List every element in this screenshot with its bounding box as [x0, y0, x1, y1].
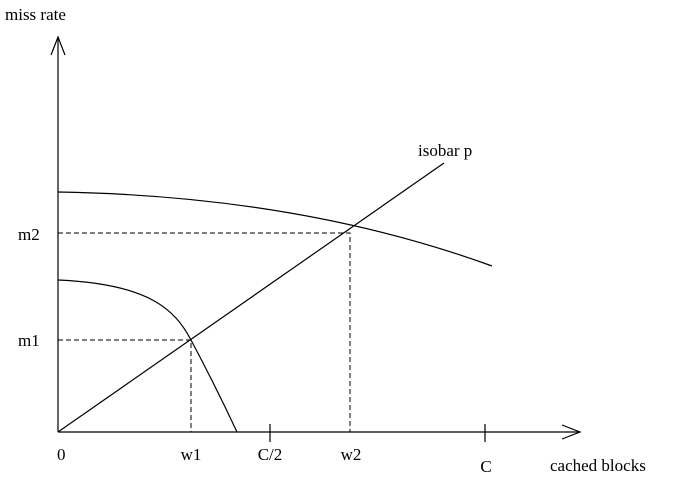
y-tick-label: m2 — [18, 225, 40, 244]
y-axis-label: miss rate — [5, 5, 66, 24]
m2-w2-guide — [58, 232, 351, 432]
x-tick-label: C — [480, 457, 491, 476]
y-tick-label: m1 — [18, 331, 40, 350]
x-tick-label: w1 — [181, 445, 202, 464]
m1-w1-guide — [58, 339, 192, 432]
x-tick-label: C/2 — [258, 445, 283, 464]
upper-curve — [57, 191, 493, 267]
x-axis-arrow — [561, 424, 582, 440]
y-axis-arrow — [50, 35, 66, 56]
origin-label: 0 — [57, 445, 66, 464]
line-label: isobar p — [418, 141, 472, 160]
x-axis-label: cached blocks — [550, 456, 646, 475]
isobar-line — [57, 162, 445, 433]
x-tick-label: w2 — [341, 445, 362, 464]
lower-curve — [57, 279, 238, 433]
